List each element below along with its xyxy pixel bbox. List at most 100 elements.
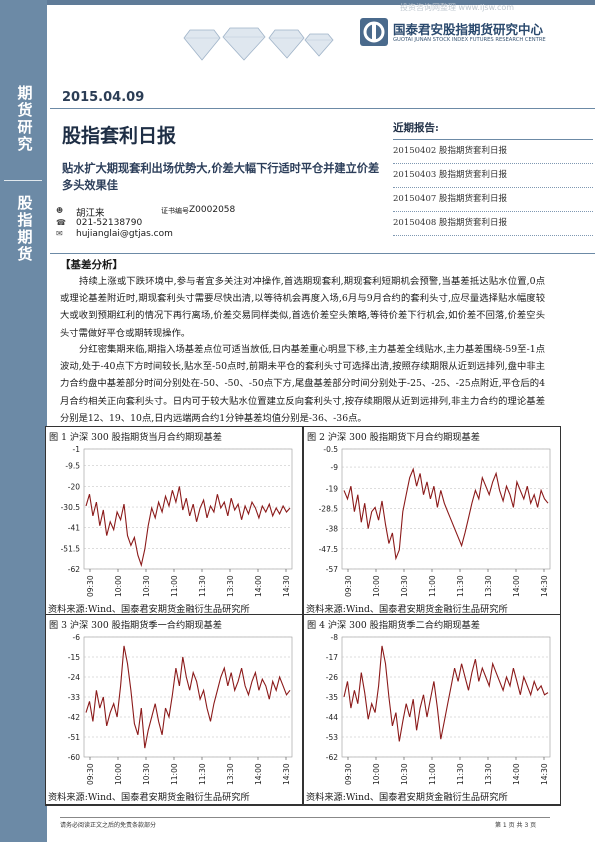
sidebar-divider [4,180,42,181]
y-tick-label: -60 [68,753,80,762]
recent-reports: 近期报告: 20150402 股指期货套利日报 20150403 股指期货套利日… [393,120,593,236]
y-tick-label: -9.5 [65,462,80,471]
x-tick-label: 09:30 [86,763,95,785]
sidebar-section-text: 股指期货 [15,195,34,263]
cert-label: 证书编号 [161,207,189,215]
recent-report-name: 股指期货套利日报 [438,170,507,180]
header-strip [47,0,595,5]
y-tick-label: -28.5 [319,504,339,513]
figure-source: 资料来源:Wind、国泰君安期货金融衍生品研究所 [306,604,508,615]
x-tick-label: 11:30 [198,575,207,597]
x-tick-label: 14:30 [540,575,549,597]
series-line [343,645,549,742]
x-tick-label: 09:30 [86,575,95,597]
logo-icon [360,18,388,46]
x-tick-label: 11:30 [456,763,465,785]
figure-bottom-rule [45,804,561,805]
x-tick-label: 10:00 [372,763,381,785]
recent-report-item[interactable]: 20150407 股指期货套利日报 [393,188,593,212]
series-line [85,645,291,749]
x-tick-label: 14:30 [282,763,291,785]
x-tick-label: 14:00 [254,575,263,597]
series-line [343,467,549,561]
figure-caption: 图 3 沪深 300 股指期货季一合约期现基差 [49,620,222,631]
recent-report-name: 股指期货套利日报 [438,146,507,156]
y-tick-label: -30.5 [61,503,81,512]
x-tick-label: 14:30 [540,763,549,785]
footer-page: 第 1 页 共 3 页 [495,822,537,829]
analysis-paragraph-2: 分红密集期来临,期指入场基差点位可适当放低,日内基差重心明显下移,主力基差全线贴… [60,344,545,424]
x-tick-label: 11:00 [170,763,179,785]
y-tick-label: -35 [326,693,338,702]
figure-caption: 图 2 沪深 300 股指期货下月合约期现基差 [307,432,480,443]
y-tick-label: -51 [68,733,80,742]
line-chart: -0.5 -9 -19 -28.5 -38 -47.5 -57 09:30 10:00 10:30… [319,445,551,597]
line-chart: -6 -15 -24 -33 -42 -51 -60 09:30 10:00 10:30 11:00… [68,633,293,785]
report-date: 2015.04.09 [62,90,145,105]
sidebar-category: 期货研究 [7,85,41,153]
y-tick-label: -1 [73,445,81,454]
y-tick-label: -19 [326,484,338,493]
recent-reports-heading: 近期报告: [393,120,593,140]
x-tick-label: 11:00 [428,763,437,785]
figure-4: 图 4 沪深 300 股指期货季二合约期现基差 -8 -17 -26 -35 -44 -5… [303,614,561,806]
x-tick-label: 10:30 [400,575,409,597]
y-tick-label: -62 [326,753,338,762]
x-tick-label: 14:00 [512,763,521,785]
author-email[interactable]: hujianglai@gtjas.com [76,229,173,239]
gems-decoration [183,27,334,61]
figure-1: 图 1 沪深 300 股指期货当月合约期现基差 -1 -9.5 -20 -30.5 -4… [45,426,303,618]
y-tick-label: -20 [68,482,80,491]
x-tick-label: 10:30 [400,763,409,785]
org-name-cn: 国泰君安股指期货研究中心 [393,22,544,37]
report-subtitle: 贴水扩大期现套利出场优势大,价差大幅下行适时平仓并建立价差多头效果佳 [62,161,380,192]
report-title: 股指套利日报 [62,125,177,147]
recent-report-item[interactable]: 20150402 股指期货套利日报 [393,140,593,164]
org-name-en: GUOTAI JUNAN STOCK INDEX FUTURES RESEARC… [393,37,546,43]
x-tick-label: 13:30 [484,575,493,597]
author-name: 胡江来 [76,208,105,219]
y-tick-label: -41 [68,524,80,533]
figure-caption: 图 4 沪深 300 股指期货季二合约期现基差 [307,620,480,631]
recent-report-date: 20150408 [393,218,437,228]
x-tick-label: 14:00 [254,763,263,785]
footer-disclaimer: 请务必阅读正文之后的免责条款部分 [60,822,157,829]
recent-report-name: 股指期货套利日报 [438,194,507,204]
x-tick-label: 11:00 [428,575,437,597]
x-tick-label: 11:30 [198,763,207,785]
y-tick-label: -57 [326,565,338,574]
email-icon: ✉ [56,229,63,238]
recent-report-item[interactable]: 20150408 股指期货套利日报 [393,212,593,236]
y-tick-label: -24 [68,673,80,682]
x-tick-label: 13:30 [226,763,235,785]
recent-report-date: 20150407 [393,194,437,204]
recent-report-date: 20150403 [393,170,437,180]
recent-report-name: 股指期货套利日报 [438,218,507,228]
x-tick-label: 13:30 [226,575,235,597]
cert-number: Z0002058 [189,205,236,215]
x-tick-label: 10:30 [142,763,151,785]
series-line [85,486,291,568]
recent-report-item[interactable]: 20150403 股指期货套利日报 [393,164,593,188]
x-tick-label: 14:00 [512,575,521,597]
figure-source: 资料来源:Wind、国泰君安期货金融衍生品研究所 [48,604,250,615]
x-tick-label: 10:30 [142,575,151,597]
section-divider [50,253,595,254]
x-tick-label: 09:30 [344,575,353,597]
figure-caption: 图 1 沪深 300 股指期货当月合约期现基差 [49,432,222,443]
figure-2: 图 2 沪深 300 股指期货下月合约期现基差 -0.5 -9 -19 -28.5 -3… [303,426,561,618]
line-chart: -1 -9.5 -20 -30.5 -41 -51.5 -62 09:30 10:00 10:30… [61,445,293,597]
analysis-heading: 【基差分析】 [60,259,123,271]
y-tick-label: -17 [326,653,338,662]
y-tick-label: -53 [326,733,338,742]
watermark-text: 投资咨询网整理 www.ijsw.com [400,3,515,12]
org-logo: 国泰君安股指期货研究中心 GUOTAI JUNAN STOCK INDEX FU… [360,18,595,48]
sidebar-category-text: 期货研究 [15,85,34,153]
figure-3: 图 3 沪深 300 股指期货季一合约期现基差 -6 -15 -24 -33 -42 -5… [45,614,303,806]
x-tick-label: 11:00 [170,575,179,597]
x-tick-label: 11:30 [456,575,465,597]
x-tick-label: 09:30 [344,763,353,785]
x-tick-label: 10:00 [114,575,123,597]
recent-report-date: 20150402 [393,146,437,156]
figure-source: 资料来源:Wind、国泰君安期货金融衍生品研究所 [306,792,508,803]
